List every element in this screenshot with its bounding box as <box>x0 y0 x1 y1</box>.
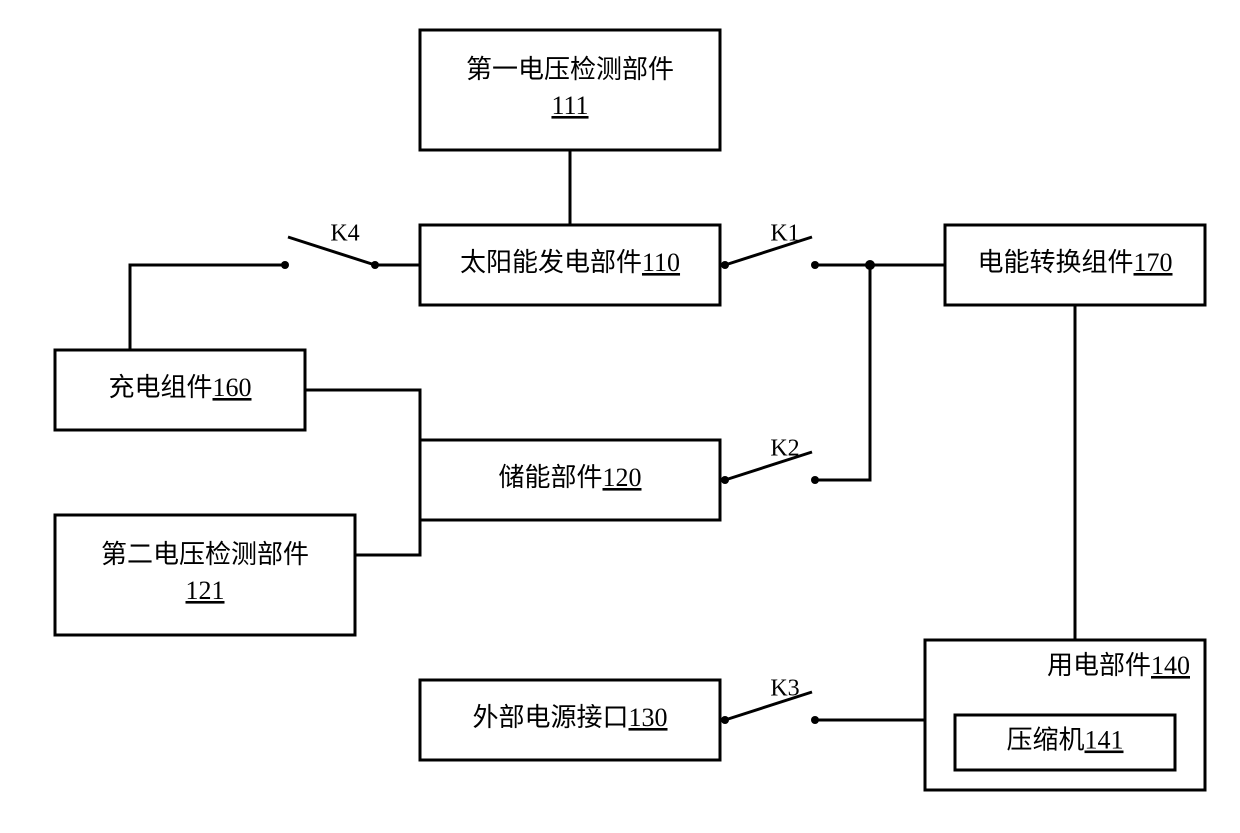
node-label: 储能部件120 <box>498 463 641 492</box>
node-110: 太阳能发电部件110 <box>420 225 720 305</box>
node-120: 储能部件120 <box>420 440 720 520</box>
switch-K4: K4 <box>280 221 380 270</box>
switch-K3: K3 <box>720 676 820 725</box>
wire <box>305 390 420 440</box>
switch-label: K3 <box>770 676 799 702</box>
block-diagram: K1 K2 K3 K4 第一电压检测部件 111 太阳能发电部件110 电能转换组… <box>0 0 1240 833</box>
wire <box>355 520 420 555</box>
switch-label: K4 <box>330 221 359 247</box>
switch-label: K1 <box>770 221 799 247</box>
wire <box>820 265 870 480</box>
junction-dot <box>865 260 875 270</box>
node-ref: 121 <box>186 576 225 605</box>
node-label: 太阳能发电部件110 <box>460 248 680 277</box>
node-170: 电能转换组件170 <box>945 225 1205 305</box>
node-label: 电能转换组件170 <box>977 248 1172 277</box>
node-ref: 111 <box>551 91 588 120</box>
node-label: 外部电源接口130 <box>472 703 667 732</box>
wire <box>130 265 280 350</box>
node-label: 用电部件140 <box>1047 651 1190 680</box>
node-label: 第一电压检测部件 <box>466 55 674 84</box>
node-141: 压缩机141 <box>955 715 1175 770</box>
node-label: 压缩机141 <box>1006 725 1123 754</box>
node-111: 第一电压检测部件 111 <box>420 30 720 150</box>
switch-K2: K2 <box>720 436 820 485</box>
switch-K1: K1 <box>720 221 820 270</box>
node-130: 外部电源接口130 <box>420 680 720 760</box>
node-label: 第二电压检测部件 <box>101 540 309 569</box>
switch-label: K2 <box>770 436 799 462</box>
node-160: 充电组件160 <box>55 350 305 430</box>
node-label: 充电组件160 <box>108 373 251 402</box>
node-121: 第二电压检测部件 121 <box>55 515 355 635</box>
